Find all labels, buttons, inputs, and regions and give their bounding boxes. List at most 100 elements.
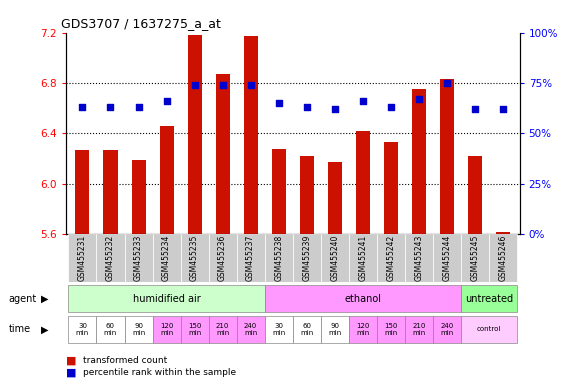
Bar [208, 234, 236, 282]
Text: transformed count: transformed count [83, 356, 167, 366]
Text: GSM455234: GSM455234 [162, 235, 171, 281]
Text: GSM455243: GSM455243 [414, 235, 423, 281]
Point [190, 82, 199, 88]
Text: GDS3707 / 1637275_a_at: GDS3707 / 1637275_a_at [61, 17, 221, 30]
Point [218, 82, 227, 88]
Text: agent: agent [9, 293, 37, 304]
Bar [96, 316, 124, 343]
Bar [293, 234, 321, 282]
Text: GSM455241: GSM455241 [358, 235, 367, 281]
Point [386, 104, 395, 110]
Bar [384, 142, 398, 234]
Point [442, 80, 451, 86]
Bar [69, 285, 264, 312]
Text: 150
min: 150 min [188, 323, 201, 336]
Text: 240
min: 240 min [244, 323, 257, 336]
Point [414, 96, 423, 102]
Bar [461, 285, 517, 312]
Point [134, 104, 143, 110]
Bar [69, 316, 96, 343]
Text: 210
min: 210 min [216, 323, 230, 336]
Bar [321, 316, 349, 343]
Bar [180, 316, 208, 343]
Text: GSM455238: GSM455238 [274, 235, 283, 281]
Text: untreated: untreated [465, 293, 513, 304]
Bar [349, 316, 377, 343]
Text: GSM455237: GSM455237 [246, 235, 255, 281]
Bar [69, 234, 96, 282]
Text: ■: ■ [66, 356, 76, 366]
Bar [293, 316, 321, 343]
Text: ethanol: ethanol [344, 293, 381, 304]
Bar [159, 126, 174, 234]
Text: 60
min: 60 min [300, 323, 313, 336]
Bar [405, 316, 433, 343]
Bar [412, 89, 426, 234]
Bar [96, 234, 124, 282]
Bar [103, 150, 118, 234]
Bar [356, 131, 369, 234]
Text: GSM455240: GSM455240 [330, 235, 339, 281]
Bar [244, 36, 258, 234]
Text: GSM455235: GSM455235 [190, 235, 199, 281]
Bar [272, 149, 286, 234]
Bar [216, 74, 230, 234]
Point [470, 106, 479, 113]
Text: ▶: ▶ [41, 324, 49, 334]
Bar [377, 234, 405, 282]
Bar [468, 156, 482, 234]
Bar [433, 316, 461, 343]
Bar [440, 79, 454, 234]
Bar [321, 234, 349, 282]
Text: 30
min: 30 min [76, 323, 89, 336]
Text: time: time [9, 324, 31, 334]
Bar [300, 156, 313, 234]
Text: GSM455245: GSM455245 [471, 235, 479, 281]
Text: GSM455231: GSM455231 [78, 235, 87, 281]
Text: GSM455239: GSM455239 [302, 235, 311, 281]
Bar [124, 316, 152, 343]
Bar [405, 234, 433, 282]
Bar [433, 234, 461, 282]
Text: ■: ■ [66, 367, 76, 377]
Bar [187, 35, 202, 234]
Point [274, 100, 283, 106]
Bar [461, 316, 517, 343]
Bar [328, 162, 341, 234]
Point [246, 82, 255, 88]
Bar [496, 232, 510, 234]
Text: 120
min: 120 min [356, 323, 369, 336]
Bar [264, 234, 293, 282]
Text: GSM455242: GSM455242 [386, 235, 395, 281]
Bar [236, 316, 264, 343]
Bar [489, 234, 517, 282]
Point [106, 104, 115, 110]
Bar [264, 285, 461, 312]
Bar [152, 316, 180, 343]
Bar [377, 316, 405, 343]
Bar [208, 316, 236, 343]
Text: 90
min: 90 min [132, 323, 145, 336]
Text: 150
min: 150 min [384, 323, 397, 336]
Bar [264, 316, 293, 343]
Text: ▶: ▶ [41, 293, 49, 304]
Text: GSM455244: GSM455244 [443, 235, 451, 281]
Point [330, 106, 339, 113]
Bar [461, 234, 489, 282]
Point [78, 104, 87, 110]
Text: 90
min: 90 min [328, 323, 341, 336]
Point [302, 104, 311, 110]
Text: GSM455233: GSM455233 [134, 235, 143, 281]
Bar [75, 150, 90, 234]
Text: 30
min: 30 min [272, 323, 286, 336]
Text: GSM455246: GSM455246 [498, 235, 507, 281]
Bar [236, 234, 264, 282]
Text: GSM455236: GSM455236 [218, 235, 227, 281]
Point [498, 106, 508, 113]
Point [358, 98, 367, 104]
Text: 60
min: 60 min [104, 323, 117, 336]
Bar [349, 234, 377, 282]
Bar [152, 234, 180, 282]
Bar [180, 234, 208, 282]
Bar [131, 160, 146, 234]
